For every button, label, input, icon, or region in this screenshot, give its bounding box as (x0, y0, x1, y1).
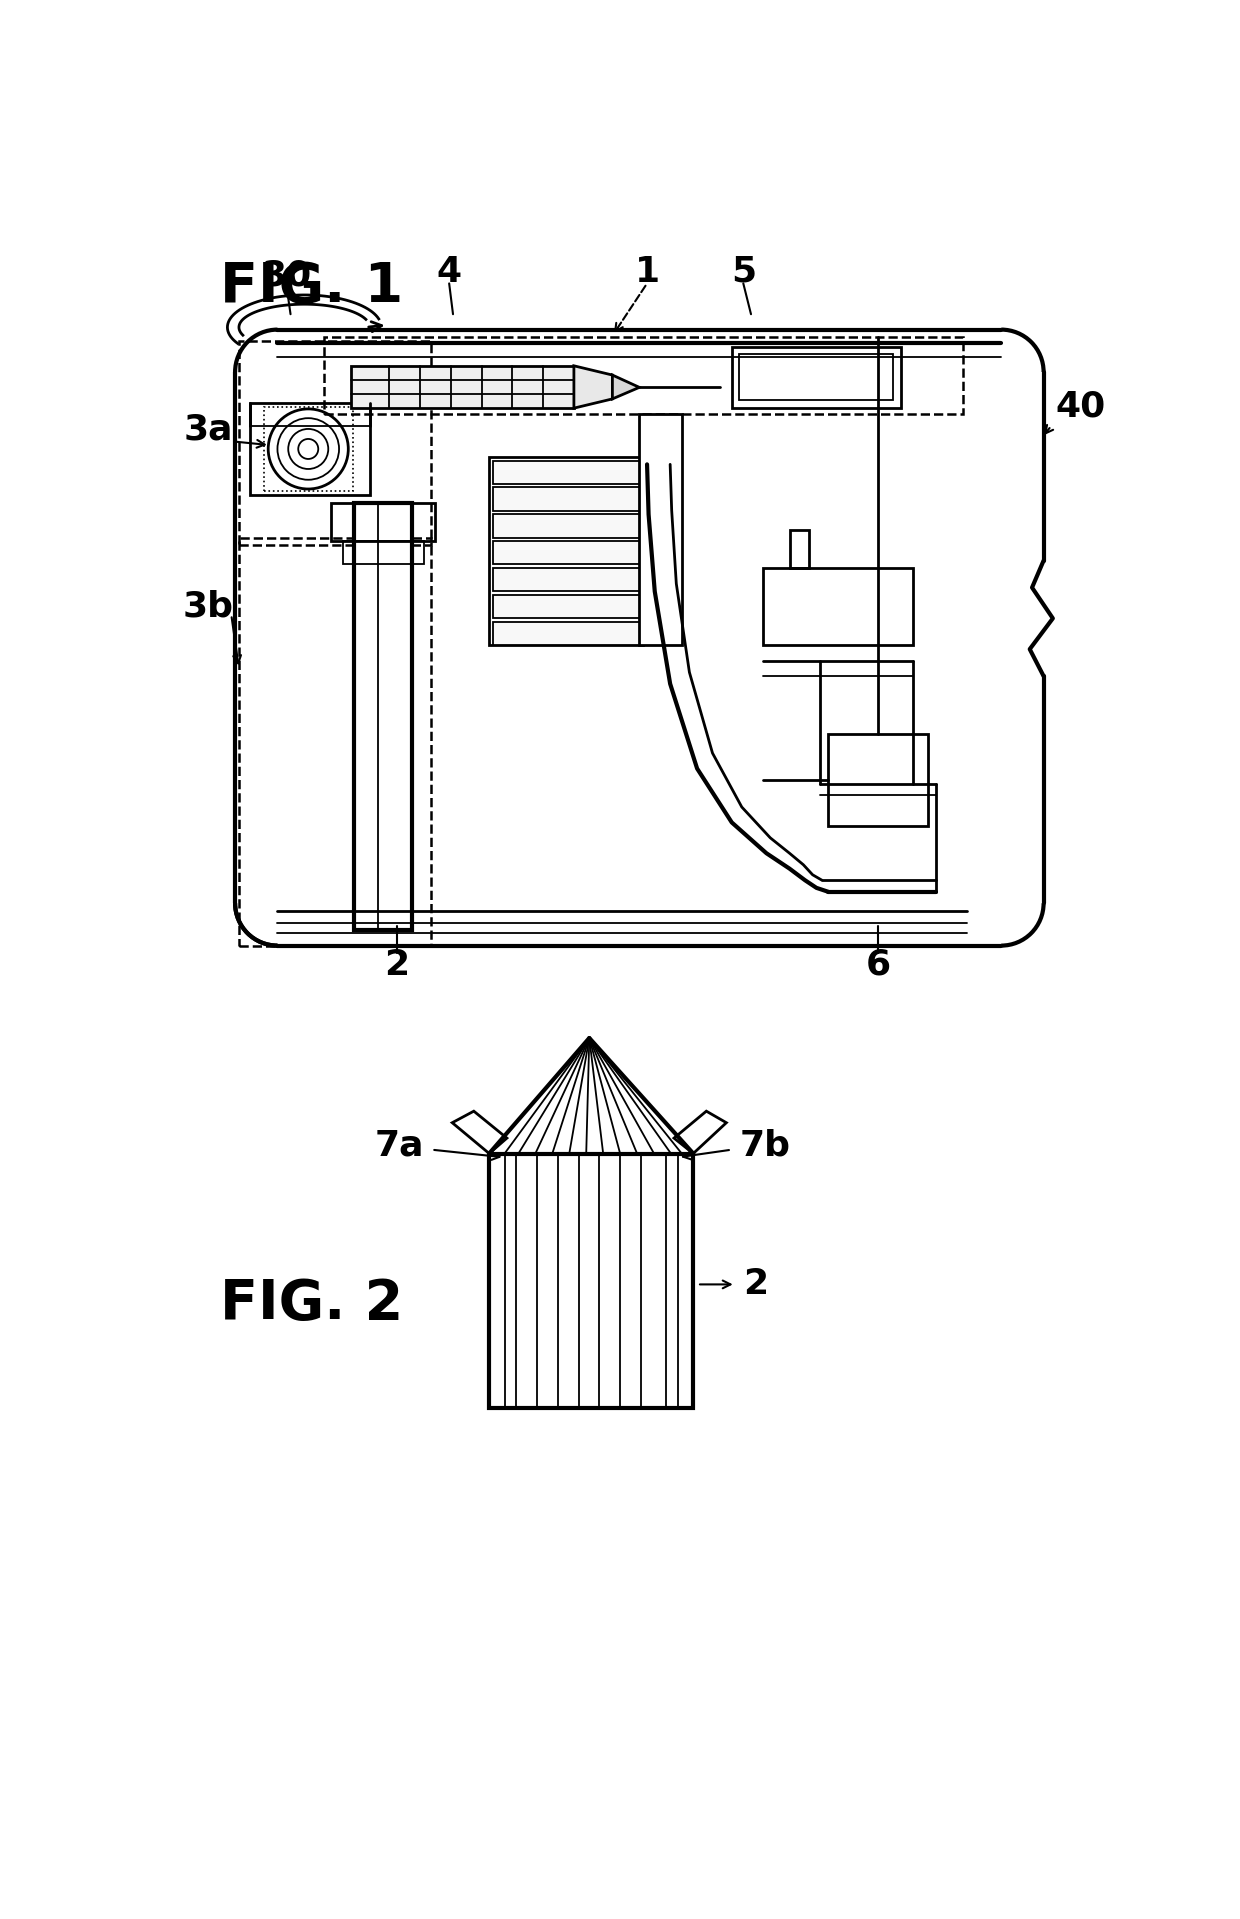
Text: 2: 2 (384, 948, 409, 983)
Bar (494, 461, 644, 484)
Bar (494, 595, 644, 618)
Polygon shape (675, 1111, 727, 1153)
Text: 5: 5 (730, 255, 756, 290)
Bar (351, 367, 574, 409)
Text: 2: 2 (743, 1267, 769, 1301)
Bar (790, 530, 808, 568)
Bar (264, 407, 353, 491)
Bar (494, 622, 644, 645)
Bar (732, 347, 901, 409)
Bar (355, 503, 412, 931)
Bar (239, 342, 432, 545)
Bar (828, 733, 928, 827)
Bar (739, 355, 894, 401)
Bar (239, 537, 432, 946)
Bar (494, 541, 644, 564)
Text: 7a: 7a (374, 1128, 424, 1163)
Bar (343, 541, 424, 564)
Bar (324, 338, 962, 415)
Bar (494, 568, 644, 591)
Text: FIG. 1: FIG. 1 (219, 261, 403, 315)
Bar (490, 457, 644, 645)
Bar (250, 403, 370, 495)
Bar (331, 503, 435, 541)
Text: 4: 4 (436, 255, 461, 290)
Text: 7b: 7b (739, 1128, 790, 1163)
Bar (490, 1153, 693, 1409)
Bar (494, 487, 644, 510)
Text: 30: 30 (262, 259, 311, 294)
Polygon shape (453, 1111, 507, 1153)
Text: 3b: 3b (182, 589, 233, 624)
Text: 3a: 3a (184, 413, 233, 447)
Text: 1: 1 (635, 255, 660, 290)
Bar (763, 568, 913, 645)
Text: 40: 40 (1055, 390, 1105, 424)
Text: 6: 6 (866, 948, 890, 983)
Polygon shape (613, 374, 640, 399)
Bar (494, 514, 644, 537)
Text: FIG. 2: FIG. 2 (219, 1276, 403, 1330)
Bar (640, 415, 682, 645)
Polygon shape (574, 367, 613, 409)
